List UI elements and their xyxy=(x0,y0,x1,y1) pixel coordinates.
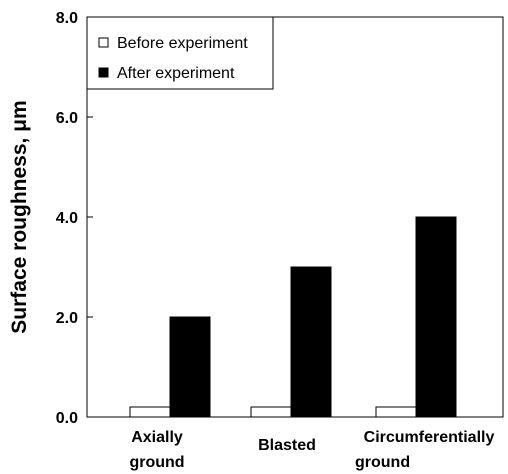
x-category-label: Blasted xyxy=(258,437,316,454)
y-tick-label: 6.0 xyxy=(56,110,78,127)
bar-after xyxy=(290,266,332,418)
x-category-label: Axially xyxy=(131,429,183,446)
x-category-label: ground xyxy=(129,454,184,471)
y-tick-label: 4.0 xyxy=(56,210,78,227)
y-axis-label: Surface roughness, μm xyxy=(8,100,31,333)
legend-swatch-after xyxy=(98,67,109,78)
y-tick-label: 0.0 xyxy=(56,410,78,427)
legend-swatch-before xyxy=(98,37,109,48)
legend-label-after: After experiment xyxy=(117,65,235,82)
legend: Before experiment After experiment xyxy=(86,16,274,90)
bar-before xyxy=(375,406,417,418)
bars xyxy=(129,216,457,418)
bar-before xyxy=(250,406,292,418)
x-axis-category-labels: Axially ground Blasted Circumferentially gro… xyxy=(129,429,494,471)
bar-after xyxy=(415,216,457,418)
y-tick-label: 8.0 xyxy=(56,10,78,27)
y-tick-label: 2.0 xyxy=(56,310,78,327)
bar-before xyxy=(129,406,171,418)
bar-after xyxy=(169,316,211,418)
legend-box xyxy=(86,16,274,90)
legend-label-before: Before experiment xyxy=(117,35,248,52)
x-category-label: ground xyxy=(355,454,410,471)
x-category-label: Circumferentially xyxy=(364,429,495,446)
